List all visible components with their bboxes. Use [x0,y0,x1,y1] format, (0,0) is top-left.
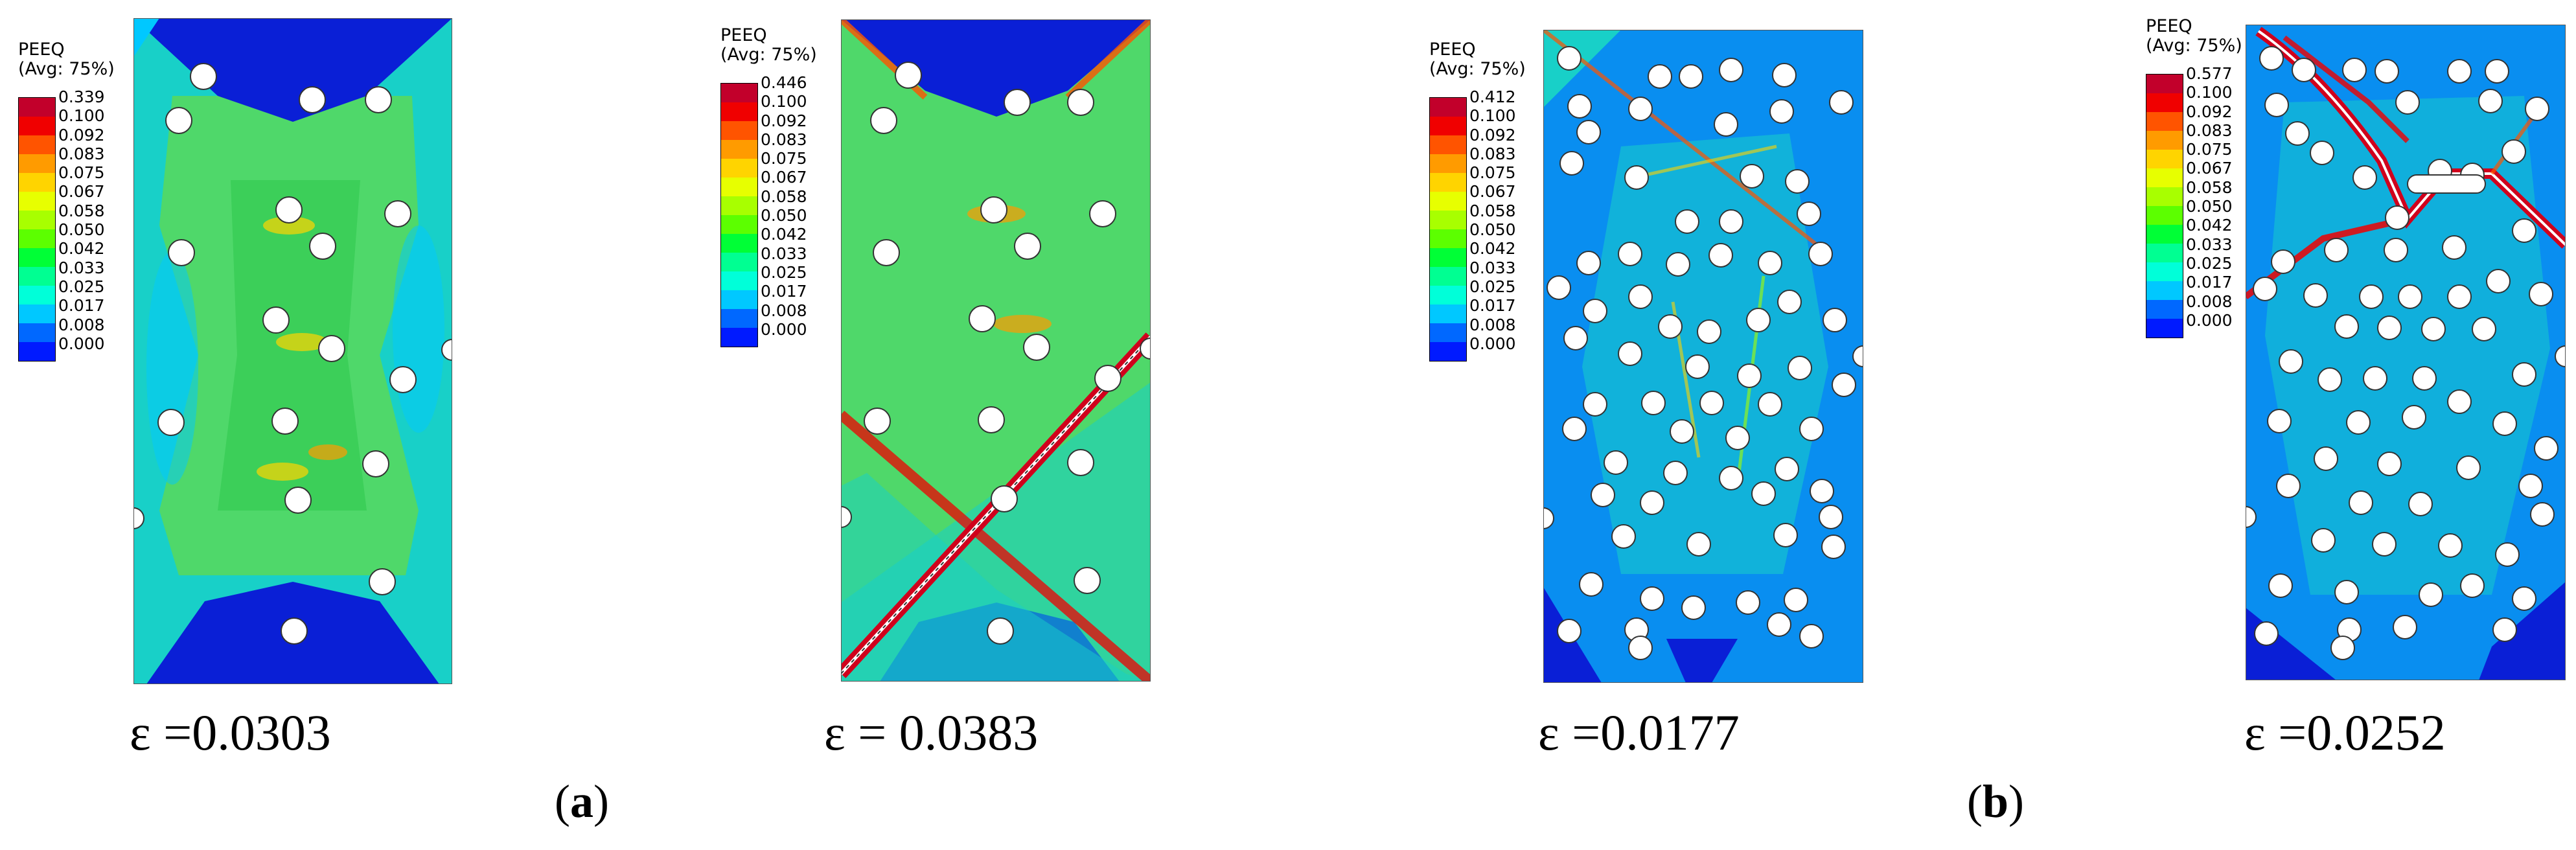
legend-title: PEEQ [2146,16,2192,36]
legend-panel-3: PEEQ (Avg: 75%) 0.412 0.100 0.092 0.083 … [1429,40,1526,362]
legend-colorbar [720,83,758,347]
specimen-contour-1 [133,18,452,684]
legend-title: PEEQ [18,40,65,60]
legend-values: 0.577 0.100 0.092 0.083 0.075 0.067 0.05… [2186,64,2233,330]
legend-colorbar [18,97,56,362]
specimen-contour-3 [1543,30,1863,683]
legend-subtitle: (Avg: 75%) [2146,36,2242,56]
specimen-contour-4 [2246,25,2566,680]
legend-values: 0.412 0.100 0.092 0.083 0.075 0.067 0.05… [1469,87,1516,353]
legend-values: 0.339 0.100 0.092 0.083 0.075 0.067 0.05… [58,87,105,353]
legend-values: 0.446 0.100 0.092 0.083 0.075 0.067 0.05… [761,73,807,339]
subfigure-label-a: (a) [555,775,609,827]
legend-colorbar [1429,97,1467,362]
legend-panel-4: PEEQ (Avg: 75%) 0.577 0.100 0.092 0.083 … [2146,16,2242,338]
legend-max: 0.446 [761,73,807,92]
strain-label-2: ε = 0.0383 [824,704,1039,761]
specimen-contour-2 [841,19,1151,682]
legend-panel-1: PEEQ (Avg: 75%) 0.339 0.100 0.092 0.083 … [18,40,115,362]
strain-label-1: ε =0.0303 [130,704,331,761]
legend-max: 0.339 [58,87,105,106]
legend-max: 0.577 [2186,64,2233,83]
legend-title: PEEQ [720,25,767,45]
legend-colorbar [2146,74,2183,338]
legend-panel-2: PEEQ (Avg: 75%) 0.446 0.100 0.092 0.083 … [720,25,817,347]
strain-label-3: ε =0.0177 [1538,704,1740,761]
legend-subtitle: (Avg: 75%) [720,45,817,65]
legend-title: PEEQ [1429,40,1476,60]
subfigure-label-b: (b) [1967,775,2025,827]
strain-label-4: ε =0.0252 [2244,704,2446,761]
legend-subtitle: (Avg: 75%) [18,59,115,79]
legend-subtitle: (Avg: 75%) [1429,59,1526,79]
legend-max: 0.412 [1469,87,1516,106]
